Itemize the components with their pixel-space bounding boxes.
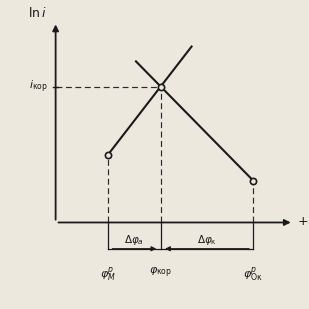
Text: $\Delta\varphi_a$: $\Delta\varphi_a$ [125, 233, 144, 247]
Text: $\varphi_M^p$: $\varphi_M^p$ [100, 266, 116, 284]
Text: $\ln i$: $\ln i$ [28, 6, 46, 20]
Text: $\varphi_{\mathrm{\kappa op}}$: $\varphi_{\mathrm{\kappa op}}$ [149, 266, 172, 280]
Text: $\Delta\varphi_{\mathrm{\kappa}}$: $\Delta\varphi_{\mathrm{\kappa}}$ [197, 233, 217, 247]
Text: $i_{\mathrm{\kappa op}}$: $i_{\mathrm{\kappa op}}$ [29, 78, 48, 95]
Text: $+\varphi$: $+\varphi$ [297, 215, 309, 230]
Text: $\varphi_{\mathrm{O\kappa}}^p$: $\varphi_{\mathrm{O\kappa}}^p$ [243, 266, 263, 284]
